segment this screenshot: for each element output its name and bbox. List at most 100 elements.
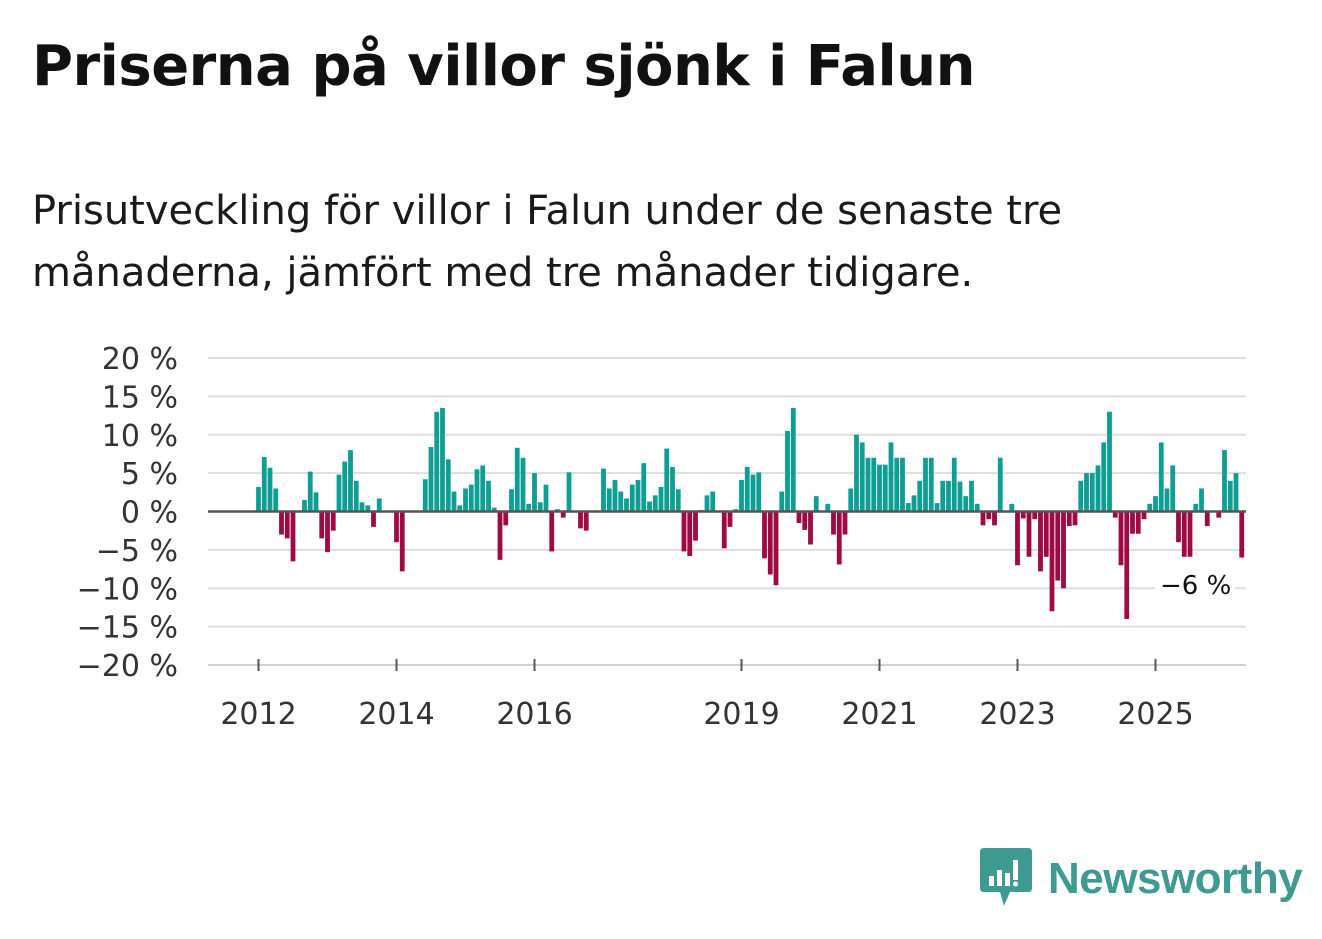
y-tick-label: 10 %: [102, 419, 178, 454]
bar: [434, 411, 440, 512]
bar: [721, 511, 727, 549]
y-tick-label: −5 %: [96, 534, 178, 569]
x-tick-label: 2014: [358, 697, 434, 732]
bars: [208, 407, 1246, 619]
bar: [578, 511, 583, 529]
bar: [1112, 511, 1118, 518]
annotation-background: [1155, 572, 1235, 602]
bar: [762, 511, 767, 559]
bar: [491, 507, 497, 512]
y-tick-label: −15 %: [77, 611, 178, 646]
bar: [583, 511, 589, 531]
bar: [681, 511, 687, 552]
y-tick-label: 15 %: [102, 380, 178, 415]
bar: [664, 448, 670, 512]
bar: [474, 469, 480, 512]
bar: [348, 450, 353, 512]
bar: [1032, 511, 1038, 520]
bar: [974, 503, 980, 512]
bar: [1135, 511, 1141, 534]
bar: [1055, 511, 1061, 581]
bar: [1153, 496, 1158, 512]
bar: [325, 511, 330, 553]
bar: [963, 496, 969, 512]
bar: [457, 505, 463, 512]
bar: [836, 511, 842, 565]
bar: [1181, 511, 1187, 557]
bar: [825, 503, 831, 512]
brand-name: Newsworthy: [1048, 854, 1303, 903]
bar: [917, 480, 923, 512]
bar: [302, 499, 307, 512]
bar: [1239, 511, 1245, 558]
bar: [284, 511, 290, 539]
bar: [480, 465, 486, 512]
newsworthy-logo: Newsworthy: [980, 848, 1303, 910]
bar: [1107, 411, 1112, 512]
bar: [526, 503, 532, 512]
bar: [1009, 503, 1015, 512]
bar: [796, 511, 802, 524]
bar: [1101, 442, 1107, 512]
bar: [808, 511, 813, 545]
bar: [773, 511, 779, 586]
bar: [911, 495, 917, 512]
bar: [980, 511, 986, 526]
bar: [865, 457, 871, 512]
bar: [957, 481, 963, 512]
bar: [767, 511, 773, 575]
bar: [1130, 511, 1135, 534]
bar: [445, 459, 451, 512]
newsworthy-logo-icon: [980, 848, 1032, 906]
bar: [652, 495, 658, 512]
x-tick-label: 2012: [220, 697, 296, 732]
bar: [1147, 503, 1153, 512]
bar: [451, 491, 457, 512]
chart-title: Priserna på villor sjönk i Falun: [32, 34, 975, 99]
bar: [624, 498, 629, 512]
bar: [629, 484, 635, 512]
bar: [1015, 511, 1020, 566]
bar: [1233, 473, 1239, 512]
bar: [1141, 511, 1147, 520]
bar: [848, 488, 854, 512]
y-tick-label: 0 %: [121, 496, 178, 531]
y-tick-label: −10 %: [77, 572, 178, 607]
bar: [727, 511, 733, 527]
bar: [790, 407, 796, 512]
bar: [675, 489, 681, 512]
bar: [1187, 511, 1193, 557]
bar: [612, 480, 618, 512]
bar: [946, 480, 951, 512]
bar: [1222, 450, 1227, 512]
bar: [877, 464, 882, 512]
bar: [744, 466, 750, 512]
bar: [1216, 511, 1222, 518]
bar: [813, 496, 819, 512]
bar: [888, 442, 894, 512]
bar: [997, 457, 1003, 512]
y-tick-label: 20 %: [102, 342, 178, 377]
bar: [543, 484, 549, 512]
bar: [1066, 511, 1072, 527]
bar: [750, 474, 756, 512]
bar: [1089, 473, 1095, 512]
bar: [514, 447, 520, 512]
bar: [693, 511, 698, 541]
bar: [1227, 480, 1233, 512]
bar: [900, 457, 905, 512]
x-tick-label: 2019: [703, 697, 779, 732]
y-tick-label: −20 %: [77, 649, 178, 684]
bar: [313, 492, 319, 512]
bar: [1158, 442, 1164, 512]
bar: [330, 511, 336, 531]
bar: [986, 511, 992, 520]
bar: [560, 511, 566, 518]
bar: [647, 501, 652, 512]
bar: [1038, 511, 1043, 572]
bar: [934, 503, 940, 512]
bar: [1164, 488, 1170, 512]
bar: [273, 488, 279, 512]
bar: [261, 457, 267, 512]
bar: [279, 511, 284, 535]
